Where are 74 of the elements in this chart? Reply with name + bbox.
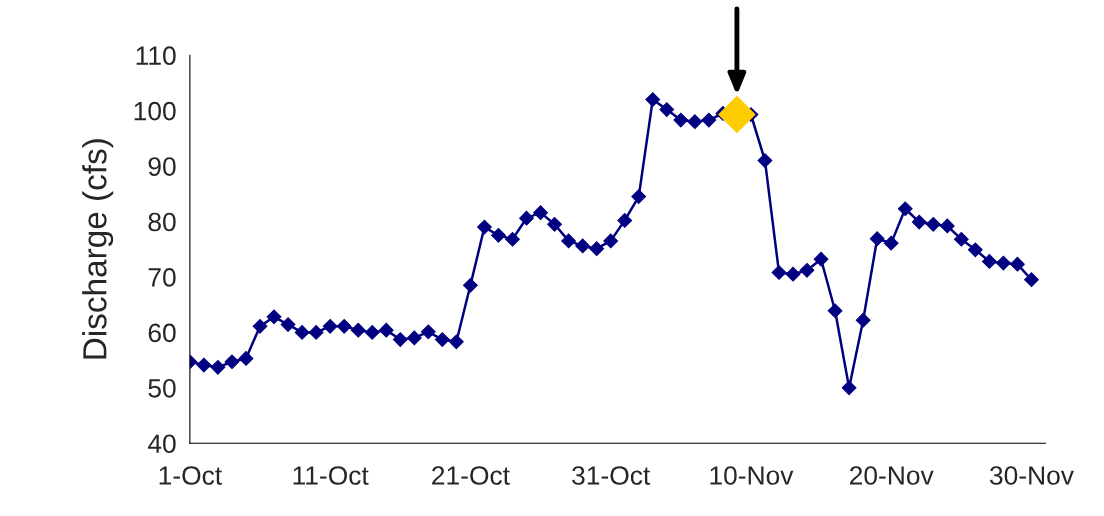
x-tick-label: 20-Nov (850, 466, 934, 485)
y-tick-label: 40 (147, 434, 176, 454)
y-tick-label: 50 (148, 378, 176, 398)
point (1010, 256, 1025, 272)
point (434, 332, 450, 347)
point (603, 233, 619, 249)
x-tick-label: 10-Nov (710, 466, 794, 485)
point (771, 265, 787, 280)
point (939, 218, 955, 234)
x-tick-label: 31-Oct (572, 466, 651, 485)
point (420, 324, 436, 340)
point (519, 210, 534, 226)
y-tick-label: 80 (148, 212, 176, 232)
point (718, 95, 756, 134)
point (505, 231, 520, 247)
point (463, 277, 478, 293)
point (308, 324, 324, 340)
x-tick-label: 21-Oct (432, 466, 510, 485)
point (364, 324, 380, 340)
point (953, 231, 969, 247)
point (561, 233, 576, 249)
point (196, 357, 212, 373)
point (210, 359, 226, 375)
y-tick-label: 90 (148, 157, 176, 176)
point (238, 351, 254, 366)
point (967, 242, 983, 258)
x-tick-label: 30-Nov (989, 466, 1074, 485)
y-tick-label: 110 (136, 46, 176, 66)
point (547, 216, 562, 232)
point (350, 322, 366, 338)
point (799, 262, 815, 278)
point (757, 153, 773, 168)
point (925, 216, 941, 232)
point (491, 227, 506, 243)
point (448, 334, 464, 350)
point (827, 303, 843, 319)
point (701, 112, 717, 128)
point (981, 254, 997, 269)
point (224, 354, 240, 370)
point (378, 322, 394, 338)
point (322, 318, 338, 334)
y-tick-label: 70 (148, 268, 176, 287)
point (785, 266, 801, 282)
point (631, 189, 647, 204)
point (477, 219, 492, 235)
point (869, 231, 885, 247)
y-tick-label: 60 (148, 323, 176, 343)
y-axis-title: Discharge (cfs) (82, 139, 114, 359)
point (392, 332, 408, 347)
x-tick-label: 11-Oct (293, 466, 369, 485)
point (617, 213, 633, 228)
x-tick-label: 1-Oct (159, 466, 222, 485)
point (855, 312, 871, 328)
point (645, 92, 661, 107)
point (883, 235, 899, 251)
point (266, 309, 282, 325)
point (533, 205, 548, 221)
point (996, 255, 1011, 271)
point (252, 318, 268, 334)
point (280, 317, 296, 333)
point (813, 251, 829, 267)
point (897, 201, 913, 217)
point (575, 238, 591, 254)
point (589, 241, 605, 257)
point (336, 318, 352, 334)
point (659, 102, 675, 117)
point (1024, 272, 1039, 288)
point (687, 114, 703, 130)
point (294, 324, 310, 340)
point (673, 112, 689, 128)
point (406, 330, 422, 346)
point (911, 214, 927, 230)
y-tick-label: 100 (134, 101, 176, 121)
point (841, 380, 857, 396)
